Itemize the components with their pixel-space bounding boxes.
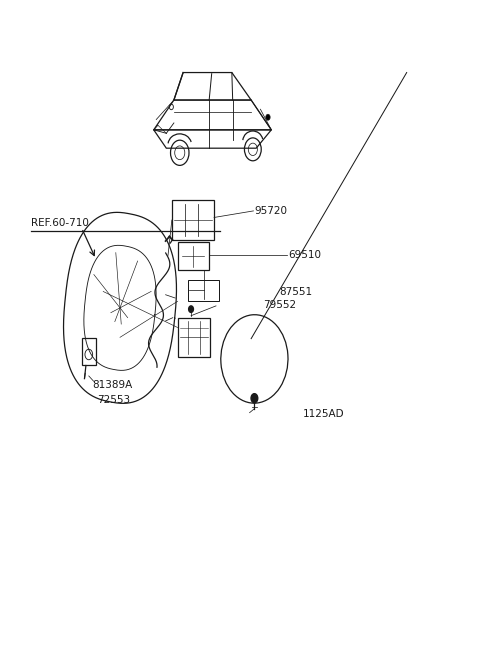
Text: REF.60-710: REF.60-710 xyxy=(31,217,89,228)
Text: 79552: 79552 xyxy=(263,300,296,310)
Text: 87551: 87551 xyxy=(279,287,312,297)
Text: 81389A: 81389A xyxy=(92,380,132,390)
Circle shape xyxy=(251,394,258,403)
Text: 72553: 72553 xyxy=(97,394,130,405)
Circle shape xyxy=(189,306,193,312)
Text: 69510: 69510 xyxy=(288,250,321,261)
Circle shape xyxy=(266,114,270,121)
Text: 95720: 95720 xyxy=(254,206,288,216)
Text: 1125AD: 1125AD xyxy=(302,409,344,419)
